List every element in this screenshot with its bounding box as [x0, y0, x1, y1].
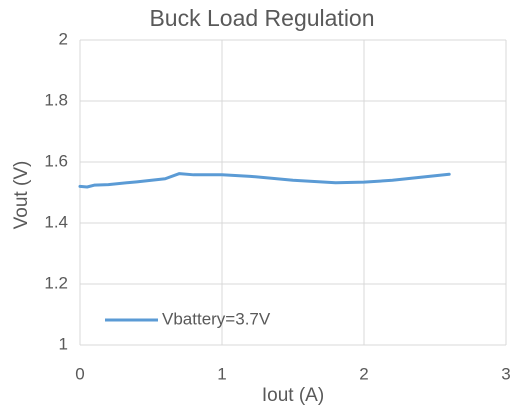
y-tick-label: 1.4 — [44, 212, 68, 231]
x-tick-label: 2 — [359, 364, 368, 383]
y-tick-label: 1 — [59, 334, 68, 353]
x-tick-label: 0 — [75, 364, 84, 383]
y-tick-label: 1.2 — [44, 273, 68, 292]
x-tick-label: 1 — [217, 364, 226, 383]
y-tick-label: 2 — [59, 29, 68, 48]
x-axis-label: Iout (A) — [262, 385, 324, 406]
chart-title: Buck Load Regulation — [149, 5, 374, 31]
y-tick-label: 1.8 — [44, 90, 68, 109]
y-axis-label: Vout (V) — [11, 161, 32, 230]
legend-label: Vbattery=3.7V — [162, 309, 271, 328]
data-line — [78, 172, 451, 189]
x-tick-label: 3 — [501, 364, 510, 383]
y-tick-label: 1.6 — [44, 151, 68, 170]
